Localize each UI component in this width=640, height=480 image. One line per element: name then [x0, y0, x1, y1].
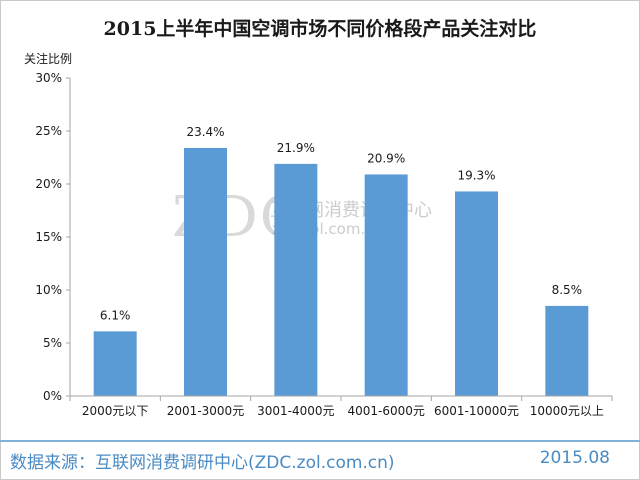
footer-source: 数据来源：互联网消费调研中心(ZDC.zol.com.cn): [10, 453, 395, 473]
chart-title: 2015上半年中国空调市场不同价格段产品关注对比: [103, 18, 537, 40]
bar-value-label: 19.3%: [457, 168, 495, 182]
bar-value-label: 8.5%: [552, 283, 583, 297]
bars: 6.1% 23.4% 21.9% 20.9% 19.3% 8.5%: [93, 125, 589, 396]
bar: [545, 305, 589, 396]
x-axis: 2000元以下 2001-3000元 3001-4000元 4001-6000元 600…: [69, 395, 613, 418]
bar: [455, 191, 498, 396]
y-tick-label: 20%: [35, 177, 62, 191]
bar-value-label: 23.4%: [186, 125, 224, 139]
bar: [364, 174, 408, 396]
y-axis-label: 关注比例: [24, 51, 72, 66]
bar: [93, 331, 137, 396]
y-tick-label: 15%: [35, 230, 62, 244]
footer-divider: [0, 440, 640, 442]
bar-value-label: 21.9%: [277, 141, 315, 155]
y-tick-label: 0%: [43, 389, 62, 403]
y-tick-label: 5%: [43, 336, 62, 350]
x-tick-label: 2000元以下: [82, 404, 149, 418]
x-tick-label: 2001-3000元: [167, 404, 244, 418]
bar-value-label: 6.1%: [100, 308, 131, 322]
x-tick-label: 4001-6000元: [347, 404, 424, 418]
bar: [274, 163, 318, 396]
bar: [184, 147, 227, 396]
x-tick-label: 10000元以上: [530, 404, 604, 418]
x-tick-label: 6001-10000元: [434, 404, 519, 418]
bar-chart: 关注比例 0% 5% 10% 15% 20% 25% 30% 6.1% 23.4% 21.9% 2…: [24, 51, 613, 418]
y-tick-label: 25%: [35, 124, 62, 138]
footer-date: 2015.08: [539, 448, 610, 468]
y-tick-label: 30%: [35, 71, 62, 85]
bar-value-label: 20.9%: [367, 151, 405, 165]
x-tick-label: 3001-4000元: [257, 404, 334, 418]
y-tick-label: 10%: [35, 283, 62, 297]
y-axis: 0% 5% 10% 15% 20% 25% 30%: [35, 71, 71, 403]
